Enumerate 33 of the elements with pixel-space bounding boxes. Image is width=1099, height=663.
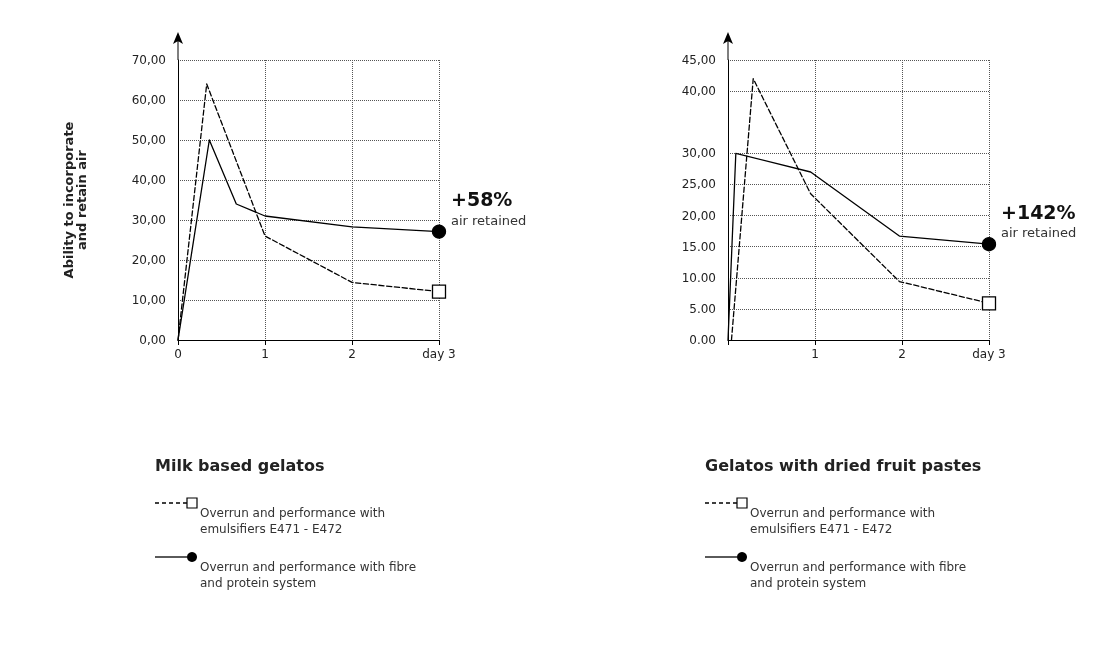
x-tick-label: 2 xyxy=(898,347,906,361)
x-tick-label: 0 xyxy=(174,347,182,361)
legend-label: Overrun and performance with emulsifiers E471 - E472 xyxy=(750,506,939,536)
annotation: +142% air retained xyxy=(1001,200,1077,241)
y-tick-label: 40,00 xyxy=(681,84,716,99)
x-tick-label: 1 xyxy=(811,347,819,361)
y-tick-label: 60,00 xyxy=(131,93,166,107)
x-tick-label: day 3 xyxy=(972,347,1006,361)
x-tick-label: day 3 xyxy=(422,347,456,361)
x-tick-label: 1 xyxy=(261,347,269,361)
y-tick-label: 30,00 xyxy=(131,213,166,227)
y-tick-label: 20,00 xyxy=(131,253,166,267)
y-tick-label: 20,00 xyxy=(681,208,716,223)
annotation: +58% air retained xyxy=(451,188,527,228)
text: Gelatos with dried fruit pastes xyxy=(705,455,982,475)
y-tick-label: 25,00 xyxy=(681,177,716,192)
y-tick-label: 70,00 xyxy=(131,53,166,67)
y-tick-label: 15.00 xyxy=(681,239,716,254)
y-tick-label: 40,00 xyxy=(131,173,166,187)
y-tick-label: 0,00 xyxy=(139,333,166,347)
y-tick-label: 0.00 xyxy=(689,333,716,347)
y-tick-label: 10.00 xyxy=(681,270,716,285)
y-tick-label: 5.00 xyxy=(689,301,716,316)
text: Milk based gelatos xyxy=(155,455,325,475)
x-tick-label: 2 xyxy=(348,347,356,361)
y-tick-label: 50,00 xyxy=(131,133,166,147)
y-axis-title: Ability to incorporate and retain air xyxy=(61,121,89,279)
y-tick-label: 10,00 xyxy=(131,293,166,307)
legend-label: Overrun and performance with fibre and protein system xyxy=(200,560,420,590)
y-tick-label: 30,00 xyxy=(681,146,716,161)
legend-label: Overrun and performance with fibre and protein system xyxy=(750,560,970,590)
legend-label: Overrun and performance with emulsifiers E471 - E472 xyxy=(200,506,389,536)
y-tick-label: 45,00 xyxy=(681,53,716,67)
